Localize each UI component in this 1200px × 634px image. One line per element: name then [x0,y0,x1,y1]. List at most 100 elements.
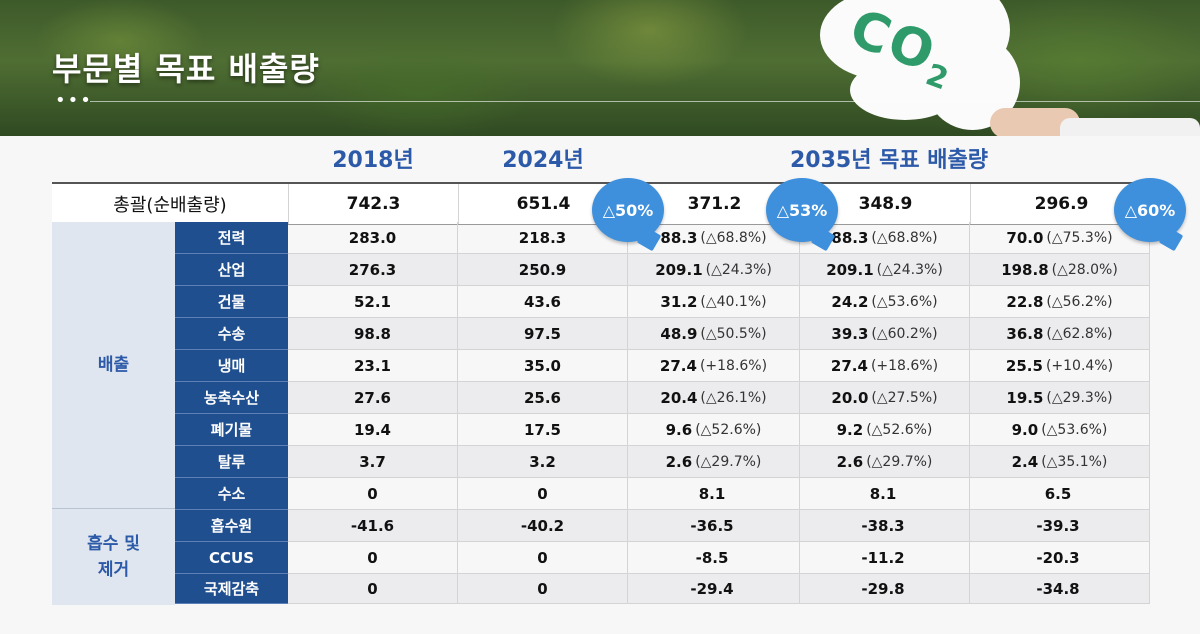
target-value: 20.4 [660,388,698,407]
value-target-1: 27.4 (+18.6%) [628,350,800,382]
row-label: 흡수원 [175,510,288,542]
target-change: (△35.1%) [1041,453,1108,470]
table-row: CCUS 0 0 -8.5 -11.2 -20.3 [175,542,1150,574]
value-target-1: 8.1 [628,478,800,510]
target-change: (△60.2%) [871,325,938,342]
target-value: 36.8 [1006,324,1044,343]
target-change: (△28.0%) [1051,261,1118,278]
target-value: 22.8 [1006,292,1044,311]
target-change: (△27.5%) [871,389,938,406]
reduction-badge-50: △50% [592,178,664,242]
value-target-3: 19.5 (△29.3%) [970,382,1150,414]
target-value: 27.4 [830,356,868,375]
row-label: 산업 [175,254,288,286]
value-target-2: 27.4 (+18.6%) [800,350,970,382]
target-value: -8.5 [695,548,729,567]
target-change: (△29.3%) [1046,389,1113,406]
group-absorption-line2: 제거 [97,560,130,580]
total-target-3: 296.9 [970,184,1152,224]
table-row: 수소 0 0 8.1 8.1 6.5 [175,478,1150,510]
table-row: 폐기물 19.4 17.5 9.6 (△52.6%) 9.2 (△52.6%) 9.0 (△53… [175,414,1150,446]
total-2024: 651.4 [458,184,628,224]
row-label: 건물 [175,286,288,318]
value-2018: 3.7 [288,446,458,478]
value-2024: 0 [458,542,628,574]
value-2018: 0 [288,478,458,510]
value-2024: 0 [458,478,628,510]
target-value: 2.4 [1011,452,1039,471]
target-change: (+18.6%) [870,357,939,374]
value-2024: 25.6 [458,382,628,414]
target-value: -29.4 [690,579,734,598]
target-value: 70.0 [1006,228,1044,247]
value-2024: 3.2 [458,446,628,478]
table-row: 농축수산 27.6 25.6 20.4 (△26.1%) 20.0 (△27.5%) 19.5… [175,382,1150,414]
value-target-2: 9.2 (△52.6%) [800,414,970,446]
value-target-3: 6.5 [970,478,1150,510]
row-label: 농축수산 [175,382,288,414]
target-change: (△24.3%) [876,261,943,278]
target-value: 39.3 [831,324,869,343]
target-value: 8.1 [869,484,897,503]
group-emission: 배출 [52,222,175,508]
row-label: 탈루 [175,446,288,478]
row-label: 전력 [175,222,288,254]
header-2018: 2018년 [332,148,414,173]
table-row: 전력 283.0 218.3 88.3 (△68.8%) 88.3 (△68.8%) 70.0… [175,222,1150,254]
target-value: -38.3 [861,516,905,535]
value-2024: 97.5 [458,318,628,350]
group-absorption: 흡수 및 제거 [52,508,175,605]
value-2018: -41.6 [288,510,458,542]
target-change: (△29.7%) [695,453,762,470]
target-value: 6.5 [1044,484,1072,503]
value-2018: 23.1 [288,350,458,382]
row-label: 수소 [175,478,288,510]
target-value: -11.2 [861,548,905,567]
value-target-3: 36.8 (△62.8%) [970,318,1150,350]
target-value: 20.0 [831,388,869,407]
target-change: (△26.1%) [700,389,767,406]
target-value: 19.5 [1006,388,1044,407]
target-value: 198.8 [1001,260,1049,279]
target-change: (△40.1%) [700,293,767,310]
value-2024: 17.5 [458,414,628,446]
row-label: 국제감축 [175,574,288,604]
table-row: 산업 276.3 250.9 209.1 (△24.3%) 209.1 (△24.3%) 19… [175,254,1150,286]
target-value: 9.6 [665,420,693,439]
target-value: -39.3 [1036,516,1080,535]
total-2018: 742.3 [288,184,458,224]
value-target-2: 20.0 (△27.5%) [800,382,970,414]
value-target-1: 88.3 (△68.8%) [628,222,800,254]
group-absorption-line1: 흡수 및 [87,534,140,554]
target-change: (△52.6%) [695,421,762,438]
value-2018: 283.0 [288,222,458,254]
value-target-2: 88.3 (△68.8%) [800,222,970,254]
value-2024: 43.6 [458,286,628,318]
target-change: (△50.5%) [700,325,767,342]
target-change: (△68.8%) [871,229,938,246]
target-value: 9.0 [1011,420,1039,439]
value-2024: 0 [458,574,628,604]
value-target-2: 209.1 (△24.3%) [800,254,970,286]
value-2018: 0 [288,542,458,574]
target-value: 88.3 [831,228,869,247]
value-target-1: -36.5 [628,510,800,542]
target-change: (△68.8%) [700,229,767,246]
row-label: CCUS [175,542,288,574]
table-row: 탈루 3.7 3.2 2.6 (△29.7%) 2.6 (△29.7%) 2.4 (△35.1%… [175,446,1150,478]
target-change: (△53.6%) [871,293,938,310]
divider-line [90,101,1200,102]
value-2018: 19.4 [288,414,458,446]
value-target-3: -20.3 [970,542,1150,574]
value-target-1: 9.6 (△52.6%) [628,414,800,446]
table-row: 냉매 23.1 35.0 27.4 (+18.6%) 27.4 (+18.6%) 25.5 (+… [175,350,1150,382]
value-target-1: -8.5 [628,542,800,574]
target-change: (△24.3%) [705,261,772,278]
value-target-2: -29.8 [800,574,970,604]
total-label: 총괄(순배출량) [113,195,227,216]
target-value: 2.6 [836,452,864,471]
value-target-3: 25.5 (+10.4%) [970,350,1150,382]
value-target-2: -11.2 [800,542,970,574]
value-target-2: 39.3 (△60.2%) [800,318,970,350]
row-label: 냉매 [175,350,288,382]
